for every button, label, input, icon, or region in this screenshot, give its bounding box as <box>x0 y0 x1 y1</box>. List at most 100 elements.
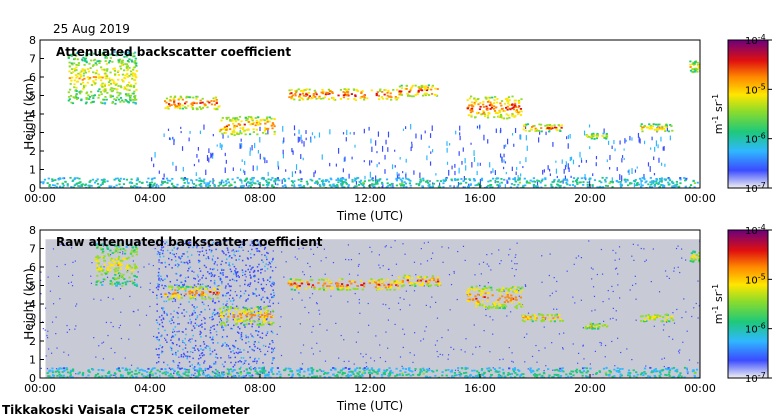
noise-speckle <box>213 308 216 311</box>
noise-speckle <box>399 309 401 311</box>
backscatter-cell <box>639 125 642 128</box>
backscatter-cell <box>499 109 502 112</box>
noise-speckle <box>240 246 243 249</box>
precip-streak <box>398 173 400 177</box>
backscatter-cell <box>503 306 506 309</box>
noise-speckle <box>98 345 100 347</box>
backscatter-cell <box>227 116 230 119</box>
backscatter-cell <box>381 281 384 284</box>
noise-speckle <box>260 350 262 353</box>
precip-streak <box>515 171 517 176</box>
noise-speckle <box>189 266 192 268</box>
noise-speckle <box>612 249 614 252</box>
precip-streak <box>378 162 380 165</box>
backscatter-cell <box>673 186 676 188</box>
y-tick-label: 5 <box>29 90 36 103</box>
backscatter-cell <box>52 184 55 187</box>
noise-speckle <box>198 294 201 297</box>
backscatter-cell <box>103 255 106 258</box>
noise-speckle <box>210 251 213 253</box>
noise-speckle <box>382 265 384 267</box>
noise-speckle <box>257 330 260 333</box>
backscatter-cell <box>97 257 100 259</box>
backscatter-cell <box>221 316 224 318</box>
backscatter-cell <box>185 285 189 288</box>
backscatter-cell <box>373 183 376 186</box>
noise-speckle <box>231 375 233 378</box>
backscatter-cell <box>227 309 231 312</box>
noise-speckle <box>199 314 201 316</box>
backscatter-cell <box>97 267 100 270</box>
noise-speckle <box>201 354 204 357</box>
backscatter-cell <box>531 180 534 183</box>
noise-speckle <box>365 362 367 364</box>
backscatter-cell <box>586 181 589 184</box>
backscatter-cell <box>507 301 510 303</box>
precip-streak <box>462 186 464 188</box>
noise-speckle <box>304 306 306 309</box>
backscatter-cell <box>132 55 135 58</box>
backscatter-cell <box>378 186 381 188</box>
noise-speckle <box>158 332 160 334</box>
backscatter-cell <box>245 119 248 122</box>
noise-speckle <box>514 263 516 265</box>
backscatter-cell <box>566 183 569 186</box>
backscatter-cell <box>125 99 128 102</box>
backscatter-cell <box>250 181 253 184</box>
backscatter-cell <box>534 315 538 318</box>
backscatter-cell <box>133 84 136 87</box>
backscatter-cell <box>85 60 88 63</box>
backscatter-cell <box>118 180 121 183</box>
backscatter-cell <box>501 107 504 110</box>
backscatter-cell <box>104 89 107 92</box>
backscatter-cell <box>555 126 558 129</box>
backscatter-cell <box>418 86 421 88</box>
precip-streak <box>638 136 640 143</box>
noise-speckle <box>254 357 257 360</box>
noise-speckle <box>177 323 179 325</box>
backscatter-cell <box>418 279 421 282</box>
backscatter-cell <box>163 181 166 184</box>
backscatter-cell <box>113 178 116 181</box>
noise-speckle <box>615 310 617 312</box>
backscatter-cell <box>134 265 138 268</box>
backscatter-cell <box>377 285 380 287</box>
noise-speckle <box>399 297 401 299</box>
backscatter-cell <box>478 289 481 291</box>
noise-speckle <box>409 352 411 354</box>
noise-speckle <box>615 252 617 254</box>
backscatter-cell <box>135 185 138 188</box>
backscatter-cell <box>361 90 364 93</box>
backscatter-cell <box>118 244 122 247</box>
precip-streak <box>210 153 213 158</box>
backscatter-cell <box>111 95 114 98</box>
backscatter-cell <box>240 319 243 322</box>
backscatter-cell <box>198 177 201 180</box>
backscatter-cell <box>515 290 519 293</box>
noise-speckle <box>272 302 275 305</box>
backscatter-cell <box>401 280 404 283</box>
backscatter-cell <box>244 307 247 310</box>
precip-streak <box>282 125 284 132</box>
backscatter-cell <box>221 117 224 119</box>
backscatter-cell <box>540 179 544 182</box>
noise-speckle <box>666 275 668 277</box>
noise-speckle <box>173 330 176 333</box>
backscatter-cell <box>236 315 240 318</box>
noise-speckle <box>600 248 603 251</box>
backscatter-cell <box>492 303 495 305</box>
backscatter-cell <box>85 52 88 55</box>
noise-speckle <box>164 261 166 264</box>
backscatter-cell <box>196 108 199 111</box>
noise-speckle <box>271 339 273 342</box>
noise-speckle <box>46 337 49 339</box>
backscatter-cell <box>74 183 77 186</box>
backscatter-cell <box>117 85 120 87</box>
noise-speckle <box>203 303 205 306</box>
backscatter-cell <box>475 100 478 103</box>
backscatter-cell <box>477 111 480 114</box>
noise-speckle <box>161 262 164 264</box>
backscatter-cell <box>276 177 280 179</box>
backscatter-cell <box>134 244 137 247</box>
noise-speckle <box>175 354 177 356</box>
